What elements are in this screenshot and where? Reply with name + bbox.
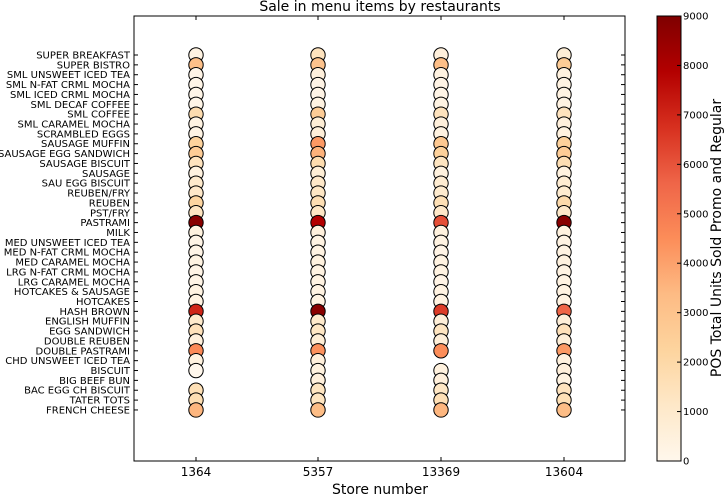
- y-tick-label: MED CARAMEL MOCHA: [15, 258, 130, 269]
- y-tick-label: BISCUIT: [90, 366, 130, 377]
- y-tick-label: BAC EGG CH BISCUIT: [24, 386, 131, 397]
- colorbar-tick-label: 3000: [683, 308, 708, 319]
- x-tick-label: 13369: [422, 465, 460, 479]
- colorbar-tick-label: 0: [683, 457, 689, 468]
- y-tick-label: SAUSAGE: [82, 169, 130, 180]
- x-axis-label: Store number: [332, 482, 428, 498]
- colorbar-ticks: 0 1000 2000 3000 4000 5000 6000 7000 8000 9000: [677, 12, 708, 468]
- y-tick-label: REUBEN: [89, 198, 130, 209]
- data-point: [556, 402, 572, 418]
- y-tick-label: SAUSAGE BISCUIT: [39, 159, 131, 170]
- y-tick-label: REUBEN/FRY: [67, 189, 131, 200]
- y-tick-label: LRG N-FAT CRML MOCHA: [6, 267, 130, 278]
- y-tick-label: SML UNSWEET ICED TEA: [7, 70, 130, 81]
- plot-area: [133, 15, 626, 462]
- colorbar-tick-label: 4000: [683, 259, 708, 270]
- y-tick-label: HASH BROWN: [60, 307, 130, 318]
- y-tick-label: PASTRAMI: [80, 218, 130, 229]
- colorbar-tick-label: 2000: [683, 358, 708, 369]
- y-tick-label: DOUBLE PASTRAMI: [36, 346, 130, 357]
- data-point: [310, 402, 326, 418]
- colorbar-tick-label: 5000: [683, 209, 708, 220]
- y-tick-label: CHD UNSWEET ICED TEA: [5, 356, 130, 367]
- y-tick-label: HOTCAKES: [76, 297, 130, 308]
- y-tick-label: SUPER BISTRO: [57, 60, 130, 71]
- y-tick-label: SML N-FAT CRML MOCHA: [6, 80, 130, 91]
- y-tick-label: PST/FRY: [90, 208, 131, 219]
- y-tick-label: EGG SANDWICH: [49, 327, 130, 338]
- data-point: [188, 402, 204, 418]
- colorbar-tick-label: 1000: [683, 407, 708, 418]
- y-tick-label: SAUSAGE MUFFIN: [41, 139, 130, 150]
- y-tick-label: SML ICED CRML MOCHA: [10, 90, 130, 101]
- x-tick-label: 5357: [303, 465, 334, 479]
- x-axis-ticks: 1364 5357 13369 13604: [181, 16, 583, 479]
- colorbar-tick-label: 9000: [683, 12, 708, 23]
- colorbar-tick-label: 6000: [683, 160, 708, 171]
- data-point: [433, 402, 449, 418]
- y-tick-label: ENGLISH MUFFIN: [45, 317, 130, 328]
- y-tick-label: MED N-FAT CRML MOCHA: [4, 248, 130, 259]
- y-tick-label: SAU EGG BISCUIT: [42, 179, 131, 190]
- y-tick-label: SML DECAF COFFEE: [31, 100, 131, 111]
- y-tick-label: MILK: [106, 228, 130, 239]
- chart-title: Sale in menu items by restaurants: [259, 0, 500, 15]
- x-tick-label: 1364: [181, 465, 212, 479]
- y-tick-label: SML CARAMEL MOCHA: [18, 120, 131, 131]
- y-tick-label: DOUBLE REUBEN: [44, 336, 130, 347]
- y-tick-label: SCRAMBLED EGGS: [37, 129, 130, 140]
- y-tick-label: SAUSAGE EGG SANDWICH: [0, 149, 130, 160]
- y-tick-label: HOTCAKES & SAUSAGE: [14, 287, 130, 298]
- y-tick-label: SML COFFEE: [67, 110, 130, 121]
- x-tick-label: 13604: [545, 465, 583, 479]
- y-tick-label: FRENCH CHEESE: [46, 405, 130, 416]
- colorbar: [656, 15, 682, 462]
- colorbar-label: POS Total Units Sold Promo and Regular: [709, 99, 725, 377]
- data-point: [188, 362, 204, 379]
- y-tick-label: MED UNSWEET ICED TEA: [5, 238, 130, 249]
- y-tick-label: BIG BEEF BUN: [59, 376, 130, 387]
- colorbar-tick-label: 7000: [683, 110, 708, 121]
- colorbar-tick-label: 8000: [683, 61, 708, 72]
- y-tick-label: TATER TOTS: [69, 396, 130, 407]
- data-point: [433, 343, 449, 359]
- y-tick-label: LRG CARAMEL MOCHA: [18, 277, 130, 288]
- data-points: [188, 47, 572, 418]
- y-tick-label: SUPER BREAKFAST: [36, 51, 131, 62]
